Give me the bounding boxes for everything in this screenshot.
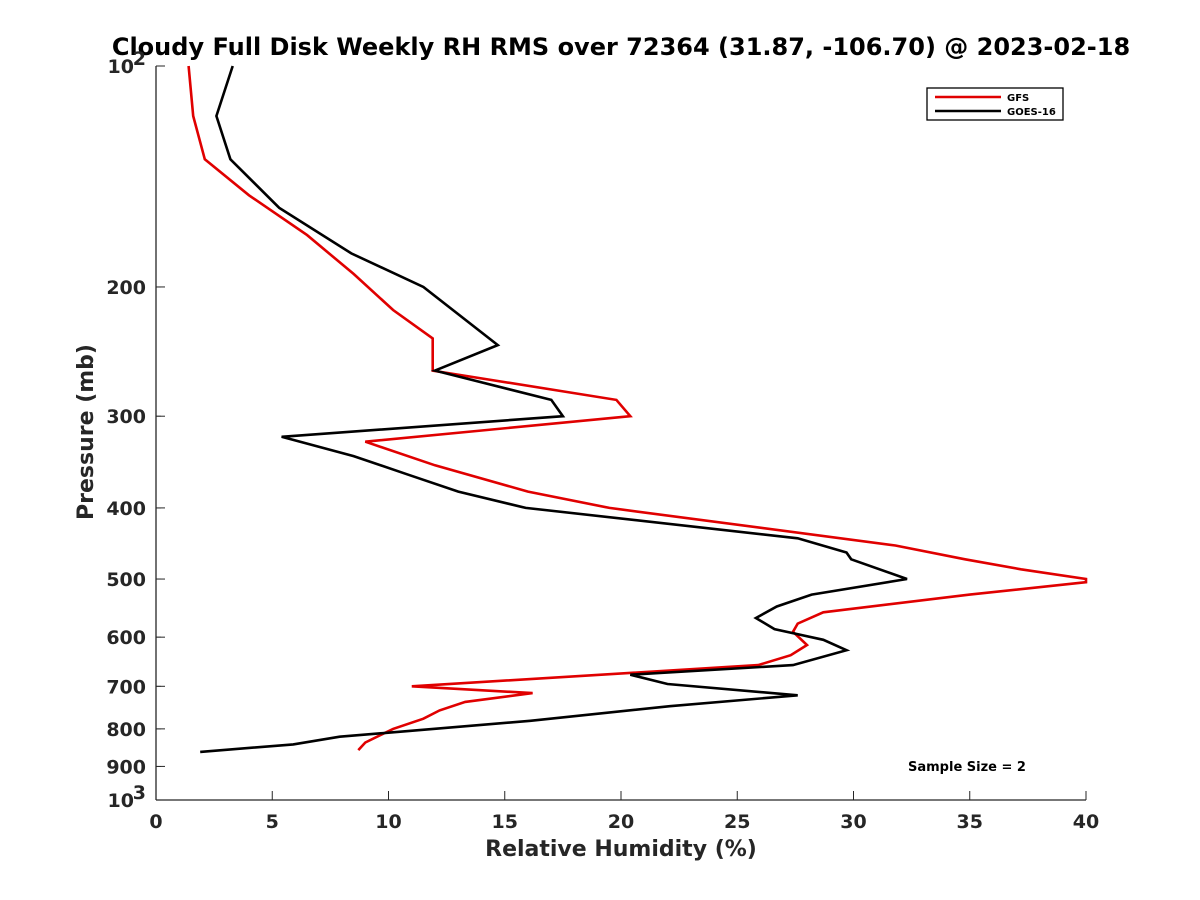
y-tick-exponent: 3: [133, 782, 146, 804]
y-tick-label: 900: [106, 756, 146, 778]
x-tick-label: 35: [957, 811, 983, 833]
y-tick-label: 300: [106, 406, 146, 428]
series-layer: [187, 65, 1088, 754]
x-tick-label: 20: [608, 811, 634, 833]
chart-title: Cloudy Full Disk Weekly RH RMS over 7236…: [112, 33, 1130, 61]
x-tick-label: 30: [840, 811, 866, 833]
sample-size-annotation: Sample Size = 2: [908, 760, 1026, 775]
x-tick-label: 15: [492, 811, 518, 833]
legend: GFS GOES-16: [926, 87, 1064, 121]
y-tick-label: 500: [106, 569, 146, 591]
x-tick-label: 40: [1073, 811, 1099, 833]
x-axis-label: Relative Humidity (%): [485, 837, 757, 862]
y-tick-label: 10: [108, 56, 134, 78]
x-tick-label: 10: [375, 811, 401, 833]
legend-entry-goes-16: GOES-16: [1007, 107, 1056, 118]
plot-frame: [155, 66, 1086, 801]
y-tick-label: 200: [106, 277, 146, 299]
series-line-goes-16: [200, 65, 908, 754]
y-tick-exponent: 2: [133, 48, 146, 70]
legend-entry-gfs: GFS: [1007, 93, 1029, 104]
y-tick-label: 700: [106, 676, 146, 698]
y-tick-label: 10: [108, 790, 134, 812]
x-axis-ticks: 0 5 10 15 20 25 30 35 40: [149, 791, 1099, 833]
x-tick-label: 0: [149, 811, 162, 833]
legend-box: [926, 87, 1064, 121]
y-tick-label: 600: [106, 627, 146, 649]
x-tick-label: 25: [724, 811, 750, 833]
x-tick-label: 5: [266, 811, 279, 833]
y-tick-label: 800: [106, 719, 146, 741]
y-axis-label: Pressure (mb): [74, 344, 99, 520]
series-line-gfs: [187, 65, 1088, 751]
y-tick-label: 400: [106, 498, 146, 520]
